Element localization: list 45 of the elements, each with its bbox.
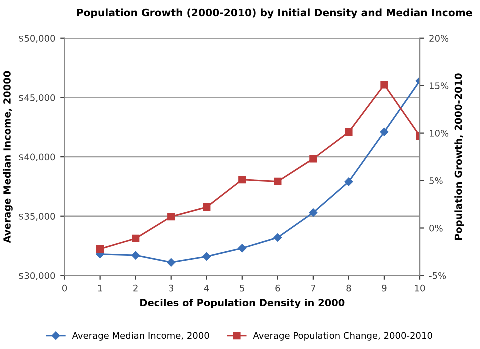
legend-label: Average Population Change, 2000-2010 (253, 332, 432, 341)
y2-tick-label: 10% (430, 130, 449, 137)
y2-tick-label: -5% (429, 272, 446, 280)
point (345, 128, 353, 136)
x-tick-label: 10 (415, 284, 426, 292)
x-tick-label: 6 (276, 284, 280, 292)
point (202, 252, 212, 261)
x-tick-label: 8 (346, 284, 352, 292)
y-tick-label: $40,000 (19, 154, 56, 162)
point (238, 176, 246, 184)
y2-tick-label: 0% (430, 224, 443, 232)
point (380, 81, 388, 89)
y2-tick-label: 20% (430, 35, 449, 42)
x-tick-label: 9 (382, 284, 387, 292)
point (132, 234, 140, 243)
point (96, 245, 104, 253)
y2-tick-label: 15% (430, 82, 449, 90)
x-tick-label: 7 (311, 285, 316, 292)
chart-title: Population Growth (2000-2010) by Initial Density and Median Income (77, 8, 472, 19)
point (274, 234, 282, 242)
point (380, 128, 389, 136)
y2-tick-label: 5% (430, 178, 443, 184)
point (344, 178, 354, 186)
point (309, 208, 318, 217)
y2-axis-title: Population Growth, 2000-2010 (454, 74, 464, 240)
point (274, 178, 282, 186)
x-tick-label: 0 (62, 284, 68, 292)
point (168, 213, 176, 221)
y-tick-label: $50,000 (19, 34, 56, 44)
x-tick-label: 2 (134, 284, 138, 292)
point (238, 244, 247, 253)
x-tick-label: 4 (204, 285, 210, 292)
y-tick-label: $35,000 (19, 212, 56, 222)
legend-label: Average Median Income, 2000 (72, 332, 210, 341)
x-axis-title: Deciles of Population Density in 2000 (140, 299, 345, 309)
point (132, 251, 140, 260)
point (310, 155, 318, 163)
x-tick-label: 5 (240, 285, 244, 292)
point (167, 258, 176, 267)
y-axis-title: Average Median Income, 20000 (3, 71, 13, 244)
x-tick-label: 3 (169, 284, 174, 292)
point (203, 204, 211, 212)
x-tick-label: 1 (98, 285, 102, 292)
y-tick-label: $45,000 (19, 94, 56, 102)
y-tick-label: $30,000 (19, 272, 56, 280)
